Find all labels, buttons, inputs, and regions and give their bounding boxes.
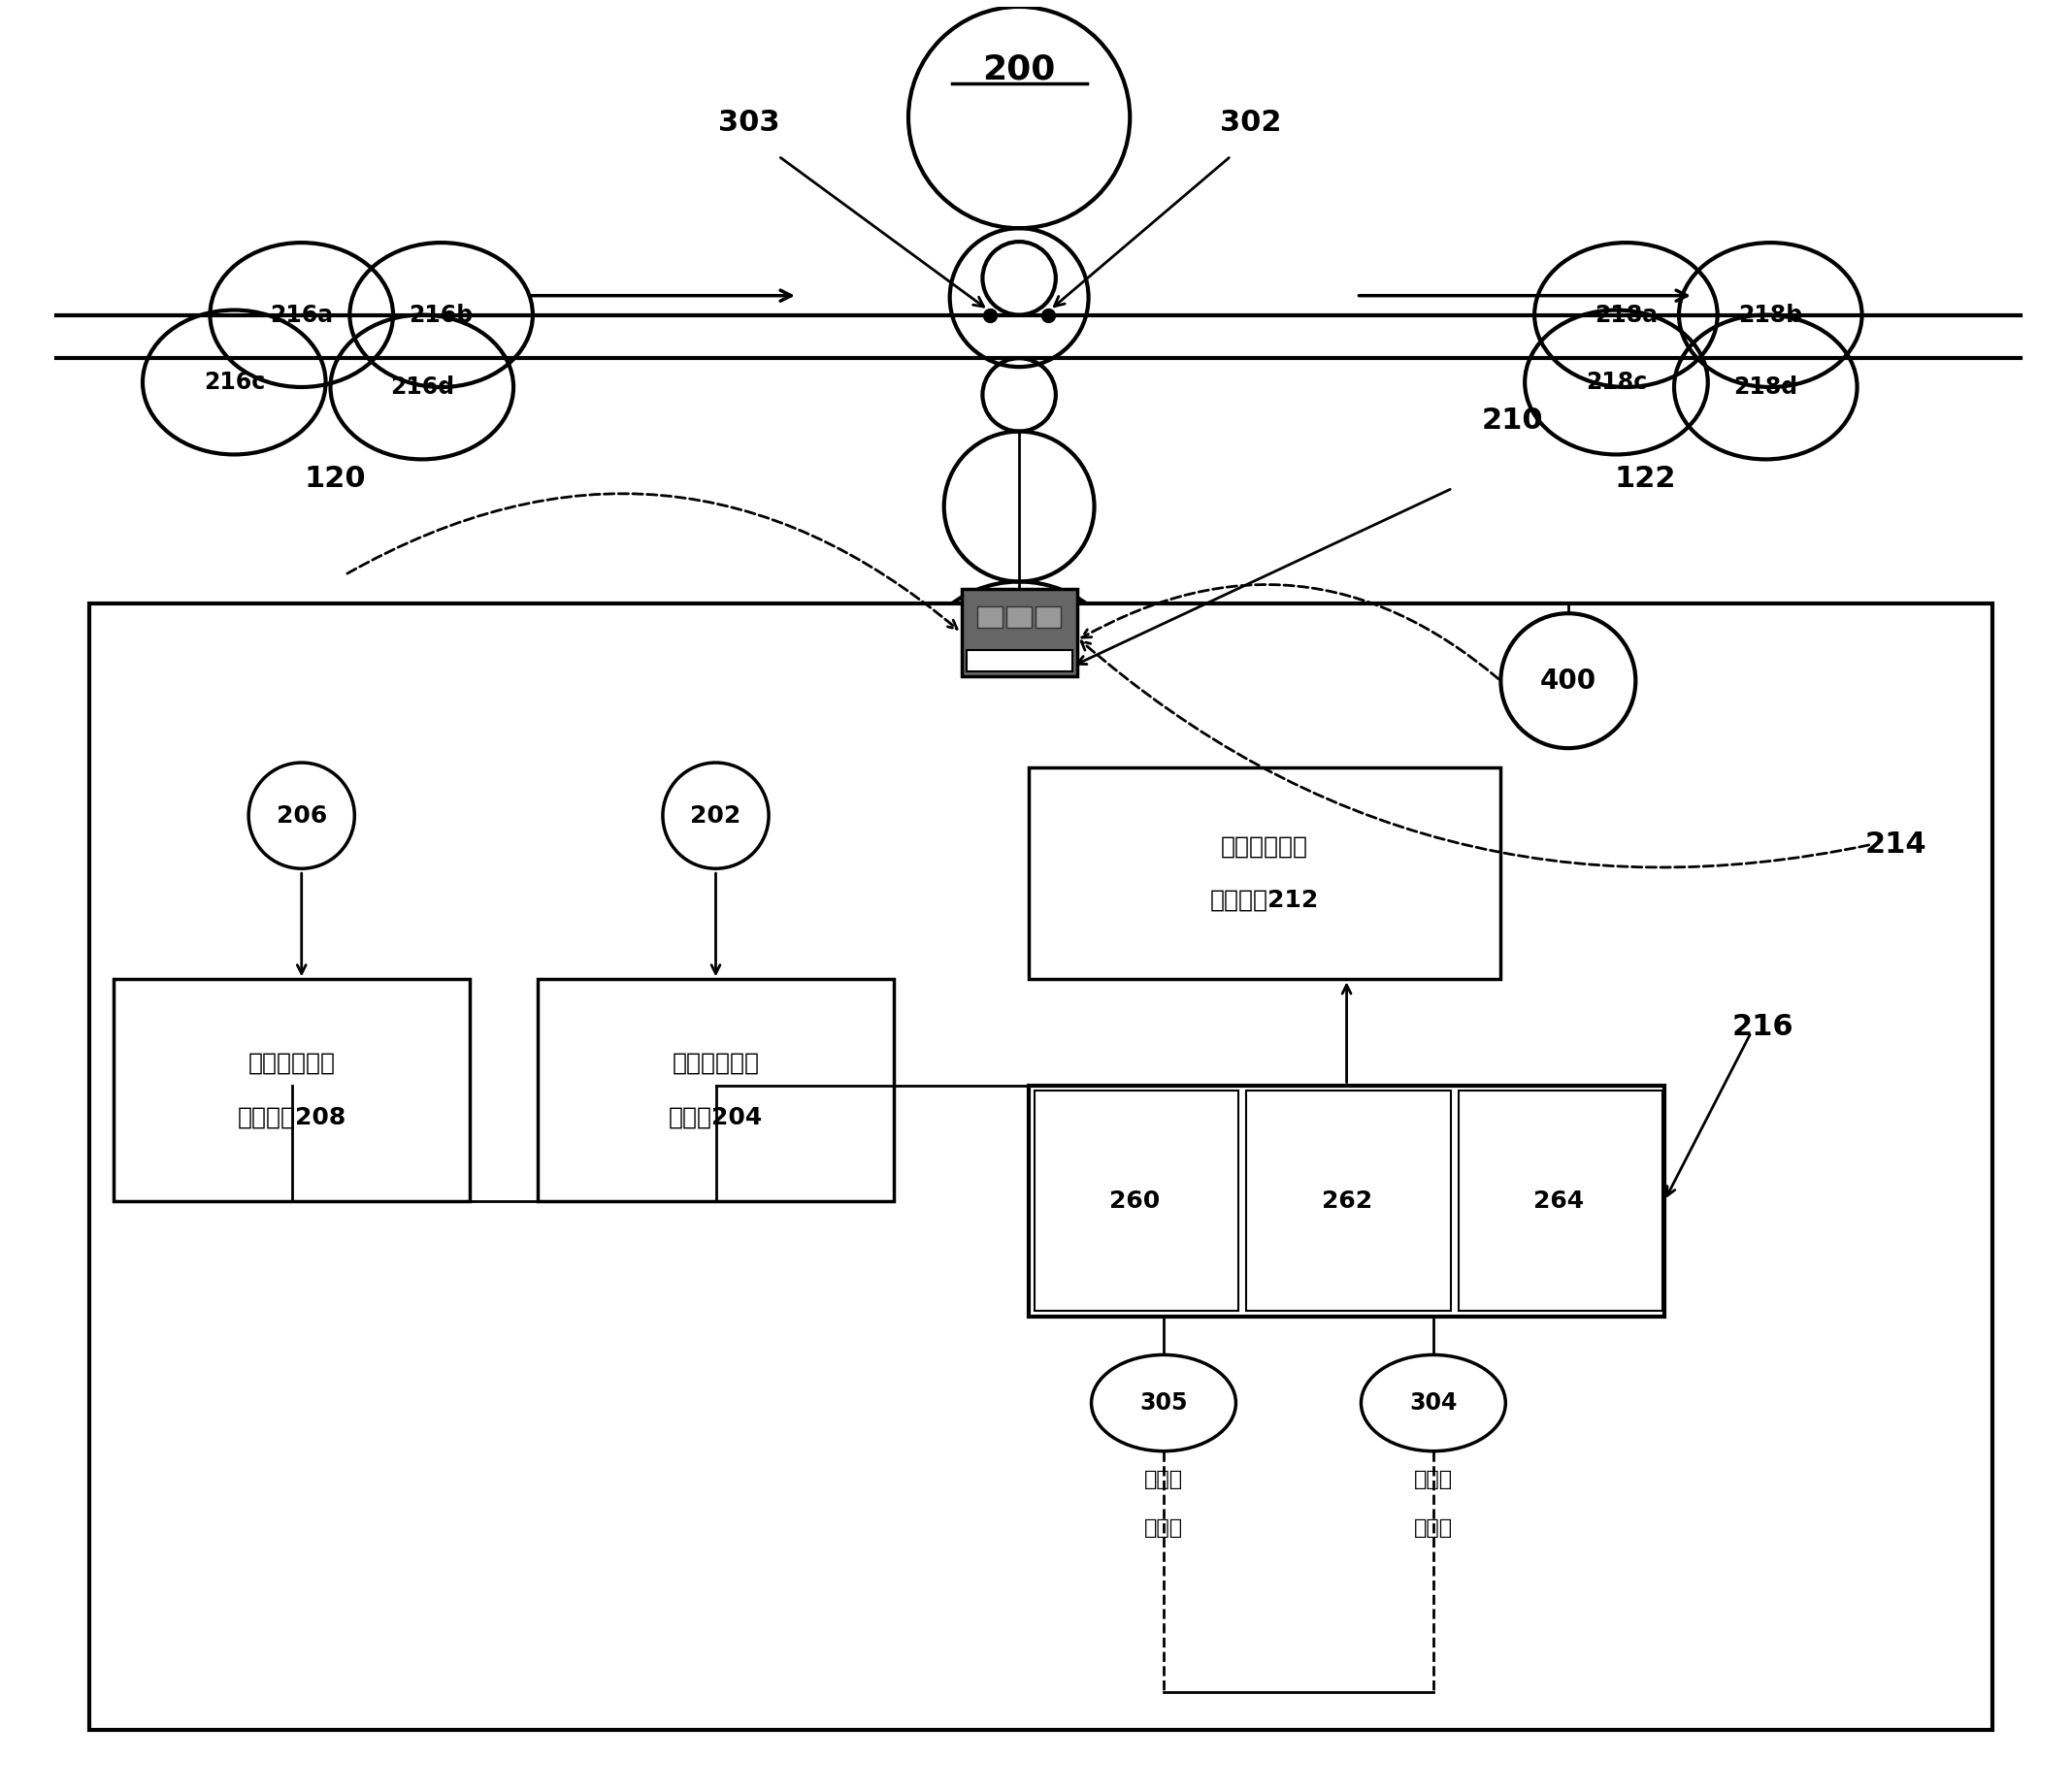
Text: 出口张: 出口张 [1413,1469,1452,1489]
Text: 216c: 216c [203,371,265,394]
Text: 216d: 216d [390,376,454,400]
Text: 216a: 216a [269,303,334,326]
Text: 200: 200 [982,52,1057,86]
Text: 400: 400 [1539,667,1595,694]
Text: 214: 214 [1865,830,1927,858]
Text: 调节装置212: 调节装置212 [1210,889,1320,912]
Text: 210: 210 [1481,407,1544,435]
FancyBboxPatch shape [1007,607,1032,627]
FancyBboxPatch shape [978,607,1003,627]
Text: 216b: 216b [408,303,472,326]
Text: 调节装置208: 调节装置208 [238,1106,346,1129]
Text: 202: 202 [690,805,742,828]
Text: 260: 260 [1109,1190,1160,1213]
Text: 262: 262 [1322,1190,1372,1213]
Text: 218c: 218c [1585,371,1647,394]
Text: 速度计算、调: 速度计算、调 [671,1052,760,1075]
Text: 264: 264 [1533,1190,1583,1213]
Text: 力反馈: 力反馈 [1413,1518,1452,1538]
Text: 入口张: 入口张 [1144,1469,1183,1489]
FancyBboxPatch shape [89,604,1991,1731]
Text: 节装置204: 节装置204 [669,1106,762,1129]
FancyBboxPatch shape [1247,1091,1450,1310]
Text: 304: 304 [1409,1391,1457,1414]
Text: 120: 120 [305,464,367,493]
FancyBboxPatch shape [537,978,893,1201]
Text: 303: 303 [719,108,781,136]
Text: 218b: 218b [1738,303,1803,326]
FancyBboxPatch shape [1459,1091,1662,1310]
FancyBboxPatch shape [1036,607,1061,627]
FancyBboxPatch shape [1030,767,1500,978]
Text: 302: 302 [1220,108,1280,136]
Text: 力反馈: 力反馈 [1144,1518,1183,1538]
Text: 216: 216 [1732,1012,1794,1041]
FancyBboxPatch shape [114,978,470,1201]
Text: 122: 122 [1614,464,1676,493]
FancyBboxPatch shape [961,590,1077,676]
FancyBboxPatch shape [1030,1086,1664,1317]
FancyBboxPatch shape [966,650,1071,672]
Text: 206: 206 [276,805,327,828]
FancyBboxPatch shape [1034,1091,1239,1310]
Text: 218d: 218d [1734,376,1798,400]
Text: 218a: 218a [1593,303,1658,326]
Text: 轧制力计算、: 轧制力计算、 [1220,835,1307,858]
Text: 305: 305 [1140,1391,1187,1414]
Text: 延伸率计算、: 延伸率计算、 [249,1052,336,1075]
